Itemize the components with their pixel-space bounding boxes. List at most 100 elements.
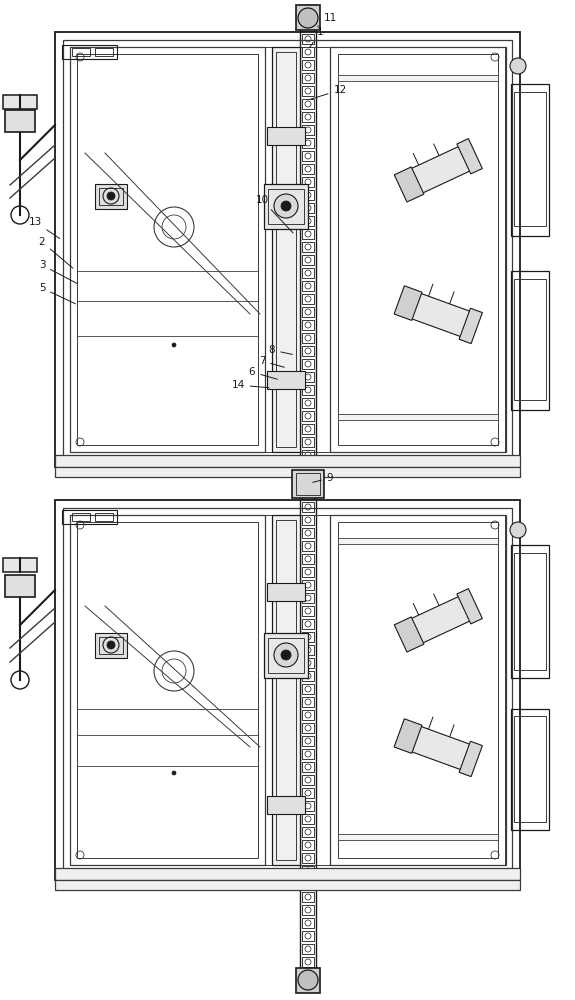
Bar [302, 450, 314, 460]
Bar [302, 541, 314, 551]
Text: 5: 5 [39, 283, 75, 304]
Bar [302, 112, 314, 122]
Circle shape [281, 201, 291, 211]
Bar [302, 905, 314, 915]
Bar [338, 538, 498, 544]
Bar [302, 892, 314, 902]
Bar [302, 385, 314, 395]
Bar [302, 21, 314, 31]
Text: 13: 13 [28, 217, 60, 238]
Bar [302, 593, 314, 603]
Polygon shape [398, 593, 478, 649]
Bar [292, 470, 324, 498]
Bar [55, 455, 520, 467]
Bar [302, 346, 314, 356]
Bar [267, 583, 305, 601]
Bar [72, 48, 90, 56]
Bar [302, 229, 314, 239]
Bar [302, 567, 314, 577]
Polygon shape [457, 139, 482, 174]
Bar [70, 515, 505, 865]
Polygon shape [394, 719, 422, 753]
Bar [70, 47, 265, 452]
Bar [3, 558, 37, 572]
Bar [302, 736, 314, 746]
Bar [264, 633, 308, 678]
Bar [514, 716, 546, 822]
Bar [302, 580, 314, 590]
Bar [302, 463, 314, 473]
Bar [302, 203, 314, 213]
Bar [302, 268, 314, 278]
Bar [63, 40, 512, 459]
Circle shape [107, 192, 115, 200]
Bar [514, 553, 546, 670]
Bar [302, 515, 314, 525]
Bar [268, 638, 304, 673]
Bar [302, 723, 314, 733]
Bar [296, 968, 320, 993]
Text: 7: 7 [259, 356, 284, 367]
Bar [302, 138, 314, 148]
Bar [338, 414, 498, 420]
Bar [302, 73, 314, 83]
Circle shape [107, 641, 115, 649]
Bar [302, 398, 314, 408]
Circle shape [298, 8, 318, 28]
Bar [302, 918, 314, 928]
Circle shape [298, 970, 318, 990]
Bar [95, 513, 113, 521]
Bar [338, 522, 498, 858]
Polygon shape [398, 143, 478, 199]
Bar [302, 801, 314, 811]
Bar [268, 189, 304, 224]
Text: 11: 11 [317, 13, 336, 26]
Bar [70, 515, 265, 865]
Bar [302, 320, 314, 330]
Bar [267, 371, 305, 389]
Bar [302, 671, 314, 681]
Bar [302, 294, 314, 304]
Bar [302, 853, 314, 863]
Text: 14: 14 [231, 380, 269, 390]
Bar [302, 749, 314, 759]
Bar [302, 489, 314, 499]
Bar [272, 515, 300, 865]
Bar [302, 60, 314, 70]
Bar [267, 796, 305, 814]
Bar [72, 513, 90, 521]
Bar [302, 645, 314, 655]
Bar [302, 8, 314, 18]
Bar [302, 216, 314, 226]
Bar [302, 788, 314, 798]
Bar [302, 411, 314, 421]
Bar [63, 508, 512, 872]
Circle shape [274, 194, 298, 218]
Circle shape [172, 343, 176, 347]
Bar [511, 271, 549, 410]
Bar [302, 125, 314, 135]
Text: 12: 12 [310, 85, 347, 99]
Bar [300, 5, 316, 990]
Bar [330, 515, 506, 865]
Bar [330, 47, 506, 452]
Bar [338, 54, 498, 445]
Bar [302, 684, 314, 694]
Bar [302, 827, 314, 837]
Bar [276, 52, 296, 447]
Circle shape [274, 643, 298, 667]
Bar [302, 814, 314, 824]
Text: 1: 1 [309, 27, 323, 48]
Polygon shape [459, 741, 482, 777]
Bar [302, 762, 314, 772]
Bar [338, 75, 498, 81]
Bar [77, 54, 258, 445]
Bar [302, 866, 314, 876]
Bar [302, 47, 314, 57]
Bar [302, 372, 314, 382]
Polygon shape [457, 589, 482, 624]
Bar [302, 502, 314, 512]
Text: 8: 8 [269, 345, 292, 355]
Polygon shape [459, 308, 482, 344]
Bar [55, 880, 520, 890]
